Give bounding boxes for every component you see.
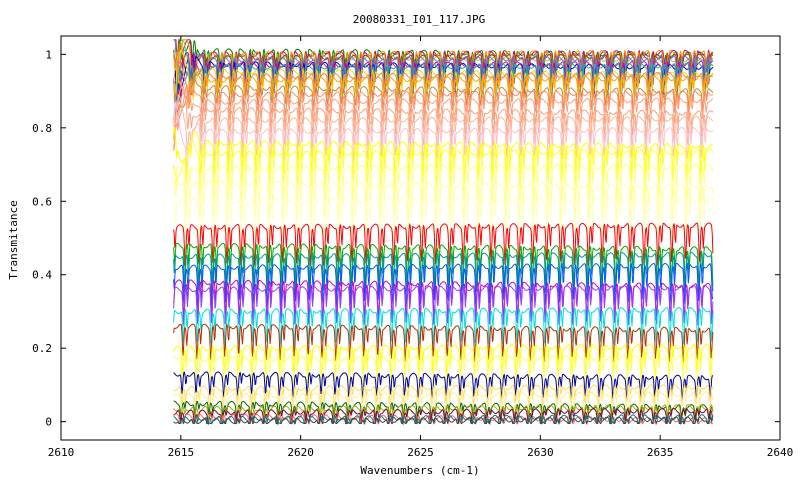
y-tick-label: 0.2 (32, 342, 52, 355)
series-line (173, 251, 714, 297)
series-line (173, 222, 714, 267)
series-line (173, 371, 714, 400)
series-line (173, 400, 714, 423)
series-line (173, 139, 714, 191)
y-tick-label: 0.8 (32, 122, 52, 135)
x-axis-label: Wavenumbers (cm-1) (360, 464, 479, 477)
series-line (173, 196, 714, 241)
series-line (173, 322, 714, 363)
series-line (173, 126, 713, 184)
x-tick-label: 2610 (48, 446, 75, 459)
series-line (173, 284, 714, 326)
series-line (173, 242, 714, 289)
series-line (173, 306, 714, 347)
series-line (173, 86, 714, 151)
series-layer (173, 37, 714, 426)
y-tick-label: 0.6 (32, 195, 52, 208)
series-line (173, 52, 714, 110)
x-tick-label: 2625 (407, 446, 434, 459)
y-tick-label: 0.4 (32, 269, 52, 282)
y-axis-label: Transmitance (7, 200, 20, 279)
series-line (173, 404, 714, 424)
y-tick-label: 0 (45, 416, 52, 429)
series-line (173, 101, 714, 173)
y-tick-label: 1 (45, 48, 52, 61)
chart-title: 20080331_I01_117.JPG (353, 13, 485, 26)
x-tick-label: 2620 (287, 446, 314, 459)
series-line (173, 343, 714, 377)
series-line (173, 384, 714, 409)
x-tick-label: 2630 (527, 446, 554, 459)
series-line (173, 179, 714, 223)
series-line (173, 391, 714, 413)
series-line (173, 82, 714, 150)
series-line (173, 94, 714, 156)
series-line (173, 262, 714, 307)
series-line (173, 163, 714, 204)
y-axis: 0 0.2 0.4 0.6 0.8 1 (32, 48, 780, 429)
x-tick-label: 2640 (767, 446, 794, 459)
x-tick-label: 2635 (647, 446, 674, 459)
x-axis: 2610 2615 2620 2625 2630 2635 2640 (48, 36, 794, 459)
series-line (173, 416, 714, 425)
series-line (173, 354, 714, 385)
x-tick-label: 2615 (168, 446, 195, 459)
